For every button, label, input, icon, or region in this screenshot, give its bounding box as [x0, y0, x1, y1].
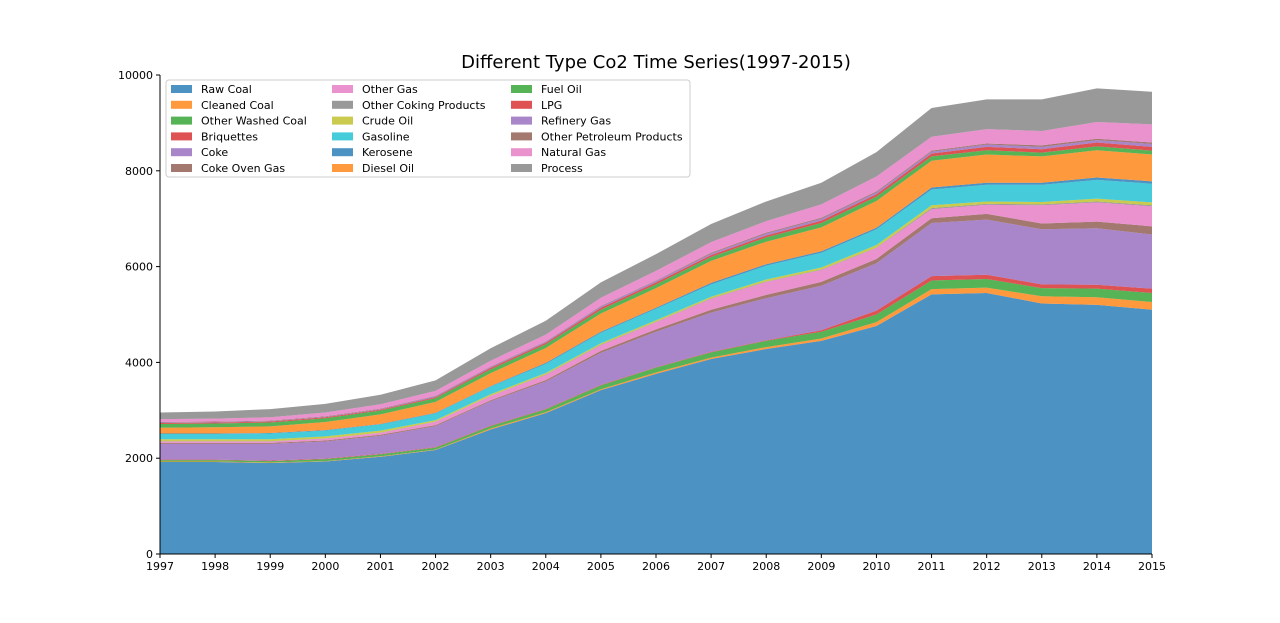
chart-title: Different Type Co2 Time Series(1997-2015…	[461, 52, 851, 73]
area-diesel-oil	[160, 150, 1152, 434]
x-tick-label: 2009	[807, 560, 835, 573]
legend: Raw Coal Cleaned Coal Other Washed Coal Bri…	[165, 79, 691, 178]
x-tick-label: 1999	[256, 560, 284, 573]
y-tick-label: 6000	[125, 261, 153, 274]
area-coke	[160, 219, 1152, 461]
x-tick-label: 2012	[973, 560, 1001, 573]
x-tick-label: 2015	[1138, 560, 1166, 573]
x-tick-label: 2014	[1083, 560, 1111, 573]
legend-label-coke-oven-gas: Coke Oven Gas	[201, 162, 285, 175]
area-gasoline	[160, 179, 1152, 440]
legend-label-diesel-oil: Diesel Oil	[362, 162, 414, 175]
area-series-group	[160, 88, 1152, 554]
x-tick-label: 2002	[422, 560, 450, 573]
x-tick-label: 2008	[752, 560, 780, 573]
legend-label-briquettes: Briquettes	[201, 130, 258, 143]
legend-frame	[165, 79, 691, 178]
legend-swatch-refinery-gas	[511, 116, 532, 125]
legend-swatch-raw-coal	[171, 85, 192, 93]
legend-swatch-process	[511, 164, 532, 172]
area-other-gas	[160, 202, 1152, 443]
legend-label-fuel-oil: Fuel Oil	[541, 83, 582, 96]
legend-label-raw-coal: Raw Coal	[201, 83, 252, 96]
x-tick-label: 1998	[201, 560, 229, 573]
x-tick-label: 2003	[477, 560, 505, 573]
legend-swatch-other-washed-coal	[171, 116, 192, 125]
x-tick-label: 2013	[1028, 560, 1056, 573]
x-tick-label: 1997	[146, 560, 174, 573]
x-tick-label: 2011	[918, 560, 946, 573]
y-tick-label: 0	[146, 548, 153, 561]
axes-group: 1997 1998 1999 2000 2001 2002 2003 2004 2005 2006…	[118, 69, 1166, 573]
area-lpg	[160, 142, 1152, 424]
legend-swatch-crude-oil	[332, 116, 353, 125]
x-tick-label: 2006	[642, 560, 670, 573]
legend-label-crude-oil: Crude Oil	[362, 115, 413, 128]
legend-label-process: Process	[541, 162, 583, 175]
area-fuel-oil	[160, 146, 1152, 428]
legend-label-other-washed-coal: Other Washed Coal	[201, 115, 307, 128]
legend-swatch-other-gas	[332, 85, 353, 93]
legend-swatch-other-petroleum-products	[511, 132, 532, 141]
legend-swatch-coke-oven-gas	[171, 164, 192, 172]
x-tick-label: 2005	[587, 560, 615, 573]
area-natural-gas	[160, 121, 1152, 423]
legend-swatch-other-coking-products	[332, 100, 353, 109]
y-tick-label: 2000	[125, 452, 153, 465]
legend-swatch-gasoline	[332, 132, 353, 141]
legend-swatch-diesel-oil	[332, 164, 353, 172]
area-other-washed-coal	[160, 279, 1152, 463]
legend-label-gasoline: Gasoline	[362, 130, 410, 143]
y-tick-label: 10000	[118, 69, 153, 82]
x-tick-label: 2007	[697, 560, 725, 573]
legend-label-kerosene: Kerosene	[362, 146, 413, 159]
legend-swatch-briquettes	[171, 132, 192, 141]
legend-label-refinery-gas: Refinery Gas	[541, 115, 611, 128]
legend-swatch-natural-gas	[511, 148, 532, 157]
area-other-petroleum-products	[160, 138, 1152, 423]
legend-swatch-kerosene	[332, 148, 353, 157]
x-tick-label: 2000	[311, 560, 339, 573]
legend-label-other-coking-products: Other Coking Products	[362, 99, 486, 112]
legend-label-other-petroleum-products: Other Petroleum Products	[541, 130, 683, 143]
x-tick-label: 2010	[862, 560, 890, 573]
y-tick-label: 4000	[125, 356, 153, 369]
area-refinery-gas	[160, 140, 1152, 423]
legend-swatch-fuel-oil	[511, 85, 532, 93]
legend-swatch-coke	[171, 148, 192, 157]
legend-label-cleaned-coal: Cleaned Coal	[201, 99, 274, 112]
legend-label-other-gas: Other Gas	[362, 83, 418, 96]
area-raw-coal	[160, 292, 1152, 554]
legend-swatch-cleaned-coal	[171, 100, 192, 109]
y-tick-label: 8000	[125, 165, 153, 178]
legend-label-natural-gas: Natural Gas	[541, 146, 606, 159]
x-tick-label: 2004	[532, 560, 560, 573]
legend-label-coke: Coke	[201, 146, 228, 159]
x-tick-label: 2001	[366, 560, 394, 573]
legend-label-lpg: LPG	[541, 99, 562, 112]
area-process	[160, 88, 1152, 420]
legend-swatch-lpg	[511, 100, 532, 109]
